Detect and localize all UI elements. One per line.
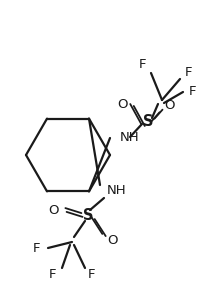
Text: O: O bbox=[49, 204, 59, 217]
Text: F: F bbox=[184, 67, 192, 79]
Text: NH: NH bbox=[106, 183, 126, 197]
Text: F: F bbox=[188, 86, 196, 98]
Text: NH: NH bbox=[119, 132, 139, 144]
Text: F: F bbox=[49, 268, 57, 282]
Text: O: O bbox=[107, 234, 118, 246]
Text: O: O bbox=[164, 100, 174, 113]
Text: S: S bbox=[142, 115, 153, 130]
Text: S: S bbox=[82, 207, 93, 222]
Text: O: O bbox=[117, 98, 128, 112]
Text: F: F bbox=[88, 268, 95, 282]
Text: F: F bbox=[33, 241, 41, 255]
Text: F: F bbox=[139, 59, 146, 71]
